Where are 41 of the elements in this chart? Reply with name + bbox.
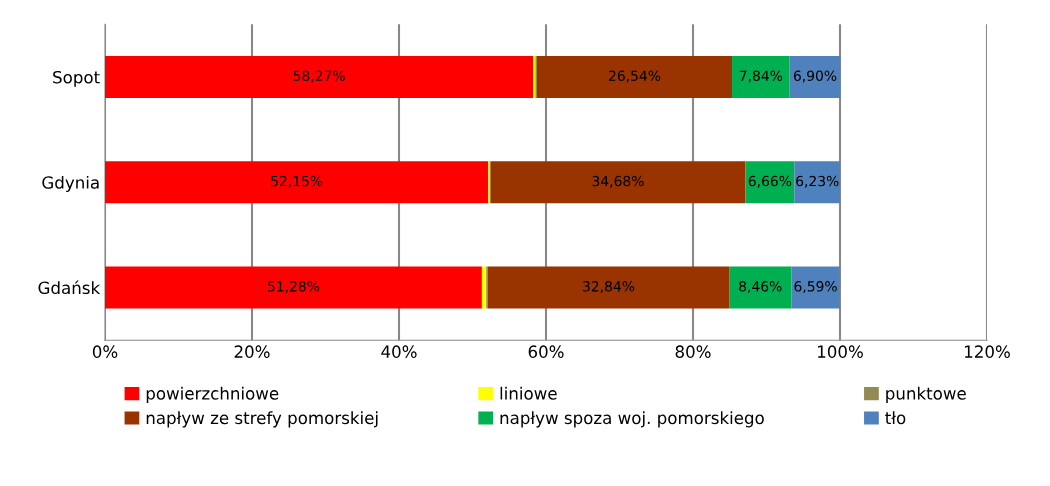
data-label: 6,66% [748,175,792,188]
data-label: 26,54% [609,70,661,83]
y-tick-label: Sopot [53,70,100,87]
bar [490,161,746,204]
bar [481,266,487,309]
data-label: 34,68% [592,175,644,188]
bar [105,55,534,99]
data-label: 6,23% [796,175,839,188]
x-tick-label: 80% [675,345,711,358]
data-label: 7,84% [739,70,783,83]
legend-label: punktowe [886,386,966,403]
bar [745,161,795,204]
bar [105,161,489,204]
legend-label: napływ spoza woj. pomorskiego [500,411,764,428]
x-tick-label: 40% [381,345,417,358]
bar [105,266,482,309]
x-tick-label: 0% [92,345,118,358]
legend-label: tło [885,411,906,425]
bar [789,55,841,99]
data-label: 32,84% [583,281,635,293]
bar [729,266,792,309]
legend-label: napływ ze strefy pomorskiej [146,411,378,428]
bar [536,55,733,99]
x-tick-label: 120% [965,345,1010,358]
data-label: 58,27% [293,70,345,83]
legend-label: powierzchniowe [146,386,279,403]
bar [732,55,790,99]
bar [794,161,841,204]
data-label: 6,59% [794,281,837,293]
bar [791,266,840,309]
data-label: 6,90% [793,70,837,83]
x-tick-label: 60% [528,345,564,358]
y-tick-label: Gdańsk [38,280,101,295]
data-label: 8,46% [739,281,782,293]
x-tick-label: 100% [818,345,863,358]
bar [487,266,730,309]
y-tick-label: Gdynia [42,175,99,193]
x-tick-label: 20% [234,345,270,358]
data-label: 52,15% [271,175,323,188]
data-label: 51,28% [268,281,320,293]
legend-label: liniowe [500,386,557,400]
